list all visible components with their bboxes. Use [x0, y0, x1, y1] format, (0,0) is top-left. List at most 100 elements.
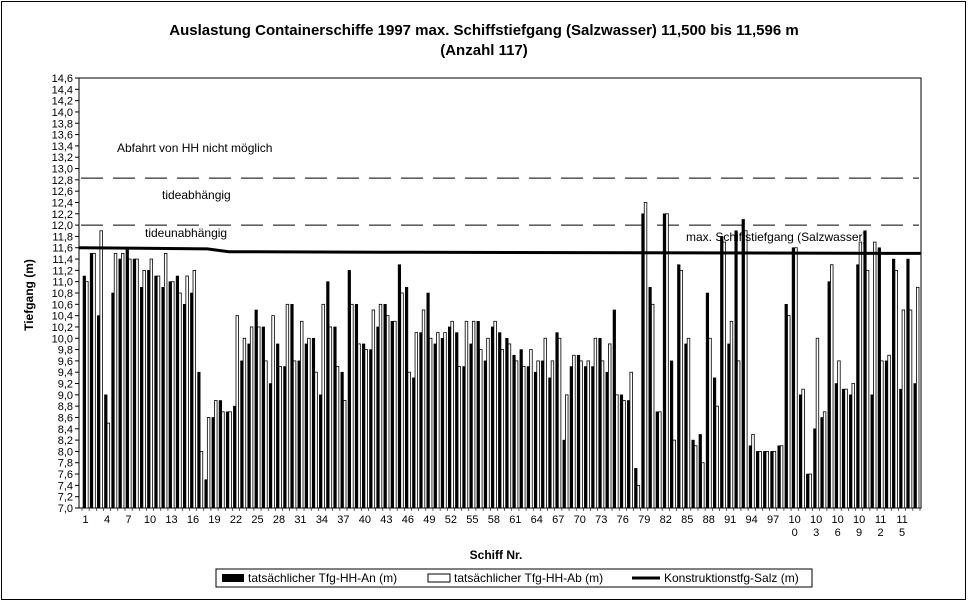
plot-area: 7,07,27,47,67,88,08,28,48,68,89,09,29,49… — [52, 73, 922, 539]
bar-ab — [457, 366, 462, 509]
y-tick-label: 12,2 — [52, 209, 73, 221]
bar-ab — [622, 400, 626, 509]
bar-ab — [120, 252, 125, 509]
bar-ab — [672, 439, 676, 509]
y-tick-label: 7,4 — [58, 480, 73, 492]
y-tick-label: 11,4 — [52, 254, 73, 266]
bar-ab — [651, 303, 655, 509]
legend-swatch-an — [222, 574, 244, 582]
bar-ab — [371, 309, 376, 509]
bar-ab — [722, 241, 727, 509]
x-tick-label: 6 — [835, 527, 841, 539]
x-tick-label: 52 — [445, 514, 457, 526]
bar-ab — [543, 337, 547, 509]
bar-ab — [851, 383, 855, 509]
y-tick-label: 9,4 — [58, 367, 73, 379]
y-tick-label: 7,8 — [58, 458, 73, 470]
bar-ab — [779, 445, 784, 509]
chart-title: Auslastung Containerschiffe 1997 max. Sc… — [169, 22, 798, 39]
x-tick-label: 4 — [104, 514, 110, 526]
bar-ab — [242, 337, 247, 509]
y-tick-label: 14,2 — [52, 96, 73, 108]
bar-ab — [149, 258, 154, 509]
bar-ab — [686, 337, 691, 509]
bar-ab — [822, 411, 827, 509]
bar-ab — [751, 434, 755, 509]
y-tick-label: 13,0 — [52, 164, 73, 176]
bar-ab — [163, 252, 168, 509]
bar-ab — [393, 320, 397, 509]
bar-ab — [529, 349, 533, 509]
x-tick-label: 10 — [789, 514, 801, 526]
annotation-1: Abfahrt von HH nicht möglich — [117, 141, 272, 155]
x-tick-label: 9 — [856, 527, 862, 539]
konstruktionstiefgang-line — [78, 246, 922, 255]
bar-ab — [507, 343, 512, 509]
bar-ab — [350, 303, 354, 509]
bar-ab — [579, 360, 583, 509]
x-tick-label: 31 — [294, 514, 306, 526]
bar-ab — [887, 354, 891, 509]
x-tick-label: 43 — [380, 514, 392, 526]
y-tick-label: 13,4 — [52, 141, 73, 153]
y-tick-label: 10,4 — [52, 311, 73, 323]
bar-ab — [185, 275, 189, 509]
bar-ab — [665, 213, 669, 509]
bar-ab — [550, 360, 555, 509]
bar-ab — [142, 269, 146, 509]
x-tick-label: 34 — [316, 514, 328, 526]
bar-ab — [450, 320, 454, 509]
chart-subtitle: (Anzahl 117) — [440, 42, 528, 59]
x-tick-label: 49 — [423, 514, 435, 526]
bar-ab — [436, 332, 440, 509]
x-tick-label: 46 — [402, 514, 414, 526]
x-tick-label: 1 — [83, 514, 89, 526]
y-tick-label: 13,2 — [52, 152, 73, 164]
x-tick-label: 70 — [574, 514, 586, 526]
y-tick-label: 7,0 — [58, 503, 73, 515]
bar-ab — [916, 286, 920, 509]
y-tick-label: 8,0 — [58, 446, 73, 458]
y-tick-label: 11,2 — [52, 265, 73, 277]
x-tick-label: 79 — [638, 514, 650, 526]
y-tick-label: 10,6 — [52, 299, 73, 311]
bar-ab — [708, 337, 712, 509]
bar-ab — [593, 337, 598, 509]
bar-ab — [679, 269, 684, 509]
y-tick-label: 14,6 — [52, 73, 73, 85]
bar-ab — [278, 366, 282, 509]
bar-ab — [901, 309, 906, 509]
bar-ab — [729, 320, 734, 509]
bar-ab — [171, 281, 175, 509]
bar-ab — [407, 371, 411, 509]
x-tick-label: 19 — [208, 514, 220, 526]
x-axis-label: Schiff Nr. — [470, 548, 523, 562]
bar-an — [197, 371, 201, 509]
y-axis-label: Tiefgang (m) — [22, 259, 36, 331]
bar-ab — [85, 281, 89, 509]
bar-ab — [908, 309, 913, 509]
x-tick-label: 11 — [896, 514, 907, 526]
x-tick-label: 13 — [165, 514, 177, 526]
y-tick-label: 10,0 — [52, 333, 73, 345]
legend-swatch-ab — [427, 573, 451, 583]
bar-ab — [772, 451, 777, 509]
bar-ab — [178, 292, 182, 509]
y-tick-label: 7,2 — [58, 492, 73, 504]
bar-ab — [414, 332, 419, 509]
bar-ab — [643, 202, 648, 509]
bar-ab — [378, 303, 383, 509]
bar-ab — [787, 315, 791, 509]
x-tick-label: 76 — [617, 514, 629, 526]
x-tick-label: 0 — [792, 527, 798, 539]
bar-ab — [285, 303, 290, 509]
legend-label-konstr: Konstruktionstfg-Salz (m) — [664, 571, 799, 585]
bar-ab — [128, 258, 132, 509]
bar-ab — [522, 366, 526, 509]
y-tick-label: 14,0 — [52, 107, 73, 119]
bar-ab — [292, 360, 297, 509]
y-tick-label: 10,2 — [52, 322, 73, 334]
bar-ab — [314, 371, 318, 509]
x-tick-label: 73 — [595, 514, 607, 526]
